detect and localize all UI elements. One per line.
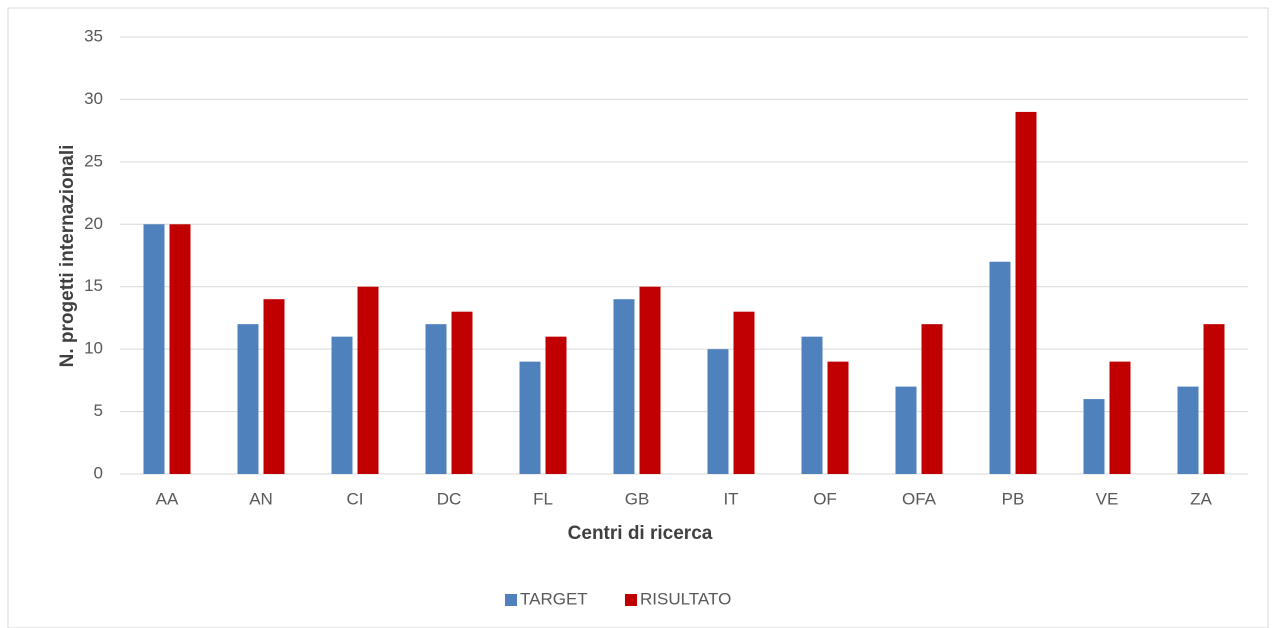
x-tick-label: OFA <box>902 489 937 508</box>
bar <box>1083 399 1105 474</box>
bar <box>827 361 849 474</box>
x-tick-label: AN <box>249 489 273 508</box>
bar <box>169 224 191 474</box>
y-tick-label: 20 <box>84 214 103 233</box>
y-tick-label: 5 <box>94 401 103 420</box>
bar <box>357 286 379 474</box>
bar <box>639 286 661 474</box>
bar <box>237 324 259 474</box>
x-tick-label: IT <box>723 489 738 508</box>
bar <box>519 361 541 474</box>
bar <box>143 224 165 474</box>
x-tick-label: AA <box>156 489 179 508</box>
bar <box>921 324 943 474</box>
x-tick-label: FL <box>533 489 553 508</box>
x-tick-label: VE <box>1096 489 1119 508</box>
bar <box>331 336 353 474</box>
bar <box>1177 386 1199 474</box>
y-tick-label: 25 <box>84 151 103 170</box>
bar <box>733 311 755 474</box>
y-tick-label: 15 <box>84 276 103 295</box>
y-tick-label: 30 <box>84 89 103 108</box>
bar <box>425 324 447 474</box>
bar <box>801 336 823 474</box>
x-tick-label: CI <box>347 489 364 508</box>
x-axis-label: Centri di ricerca <box>568 523 713 544</box>
bar <box>263 299 285 474</box>
legend-swatch <box>625 594 637 606</box>
x-tick-label: PB <box>1002 489 1025 508</box>
x-tick-label: GB <box>625 489 650 508</box>
bar <box>989 261 1011 474</box>
bar <box>1109 361 1131 474</box>
bar <box>613 299 635 474</box>
x-tick-label: OF <box>813 489 837 508</box>
legend-label: TARGET <box>520 589 588 608</box>
x-tick-label: ZA <box>1190 489 1212 508</box>
bar <box>1015 111 1037 475</box>
chart-border <box>7 7 1269 628</box>
y-tick-label: 10 <box>84 339 103 358</box>
bar <box>451 311 473 474</box>
bar <box>1203 324 1225 474</box>
x-tick-label: DC <box>437 489 462 508</box>
bar <box>707 349 729 474</box>
legend-swatch <box>505 594 517 606</box>
bar <box>545 336 567 474</box>
y-tick-label: 35 <box>84 26 103 45</box>
y-tick-label: 0 <box>94 463 103 482</box>
bar <box>895 386 917 474</box>
legend-label: RISULTATO <box>640 589 731 608</box>
y-axis-label: N. progetti internazionali <box>57 145 78 368</box>
